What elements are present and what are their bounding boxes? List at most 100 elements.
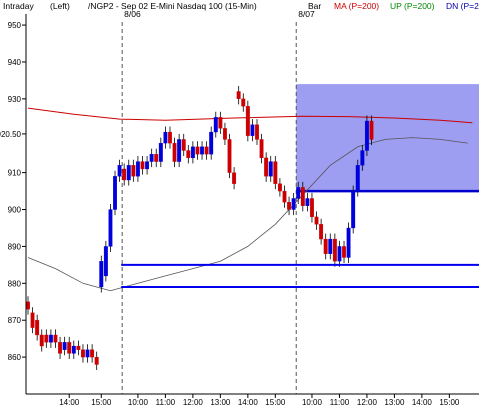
candle-body [67, 342, 72, 354]
zone-layer [296, 84, 479, 193]
candle-body [90, 349, 95, 358]
x-tick-label: 13:00 [384, 398, 405, 407]
price-bars [26, 85, 374, 371]
candle-body [296, 187, 301, 199]
header-side: (Left) [50, 1, 70, 11]
x-tick-label: 11:00 [156, 398, 176, 407]
candle-body [181, 139, 186, 151]
candle-body [30, 312, 35, 328]
candle-body [204, 146, 209, 155]
x-tick-label: 12:00 [183, 398, 204, 407]
y-tick-label: 890 [8, 242, 22, 251]
candle-body [273, 161, 278, 184]
legend-up: UP (P=200) [390, 1, 435, 11]
x-tick-label: 12:00 [357, 398, 378, 407]
candle-body [26, 301, 30, 310]
candle-body [250, 124, 255, 136]
candle-body [264, 157, 269, 177]
candle-body [158, 142, 163, 162]
candle-body [222, 128, 227, 140]
candle-body [369, 120, 374, 140]
x-tick-label: 14:00 [412, 398, 433, 407]
candle-body [172, 142, 177, 162]
candle-body [149, 154, 154, 162]
header-title: Intraday [3, 1, 34, 11]
header-symbol: /NGP2 - Sep 02 E-Mini Nasdaq 100 (15-Min… [88, 1, 257, 11]
candle-body [342, 246, 346, 258]
candle-body [163, 131, 168, 144]
candle-body [319, 224, 324, 240]
y-tick-label: 940 [8, 58, 22, 67]
candle-body [113, 176, 117, 210]
candle-body [277, 183, 282, 192]
y-axis-ticks: 860 870 880 890 900 910 920.50 930 940 950 [0, 21, 26, 362]
candle-body [186, 150, 191, 159]
candle-body [154, 154, 159, 162]
candle-body [218, 117, 223, 129]
candle-body [48, 334, 53, 343]
candle-body [314, 216, 319, 225]
candle-body [227, 139, 232, 173]
candle-body [287, 202, 292, 210]
candle-body [236, 91, 241, 100]
candle-body [53, 334, 58, 343]
y-tick-label: 930 [8, 95, 22, 104]
candle-body [71, 345, 76, 354]
candle-body [44, 334, 49, 343]
candle-body [62, 342, 67, 350]
y-tick-label: 900 [8, 206, 22, 215]
candle-body [168, 131, 172, 144]
candle-body [58, 342, 63, 354]
legend-ma: MA (P=200) [334, 1, 379, 11]
candle-body [282, 190, 287, 203]
candle-body [85, 349, 90, 358]
candle-body [117, 165, 122, 177]
candle-body [39, 334, 44, 347]
candle-body [245, 106, 250, 136]
y-tick-label: 880 [8, 279, 22, 288]
candle-body [122, 168, 127, 181]
candle-body [131, 165, 136, 177]
candle-body [103, 246, 108, 277]
x-tick-label: 15:00 [265, 398, 286, 407]
candle-body [259, 139, 264, 159]
candle-body [209, 131, 214, 155]
candle-body [364, 120, 369, 151]
candle-body [323, 238, 328, 254]
candle-body [310, 198, 314, 218]
y-tick-label: 950 [8, 21, 22, 30]
candle-body [135, 161, 140, 177]
candle-body [213, 117, 218, 133]
x-tick-label: 15:00 [439, 398, 460, 407]
x-tick-label: 14:00 [59, 398, 80, 407]
candle-body [241, 98, 246, 107]
session-layer: 8/06 8/07 [121, 9, 315, 394]
candle-body [351, 190, 356, 229]
ma-line [27, 107, 473, 124]
candle-body [94, 356, 99, 365]
candle-body [145, 161, 150, 170]
x-tick-label: 14:00 [238, 398, 259, 407]
candle-body [355, 165, 360, 192]
x-axis-ticks: 14:00 15:00 10:00 11:00 12:00 13:00 14:00 15:00… [59, 394, 460, 407]
candle-body [346, 227, 351, 258]
candle-body [291, 198, 296, 210]
y-tick-label: 910 [8, 169, 22, 178]
candle-body [232, 172, 237, 184]
legend-dn: DN (P=200) [446, 1, 479, 11]
candle-body [140, 161, 145, 170]
header-bar-label: Bar [308, 1, 321, 11]
x-tick-label: 10:00 [128, 398, 149, 407]
x-tick-label: 13:00 [210, 398, 231, 407]
candle-body [35, 320, 40, 336]
y-tick-label: 860 [8, 353, 22, 362]
candle-body [81, 349, 85, 358]
candle-body [360, 150, 365, 166]
candle-body [255, 124, 259, 140]
y-tick-label: 870 [8, 316, 22, 325]
x-tick-label: 15:00 [91, 398, 112, 407]
candle-body [332, 238, 337, 262]
candle-body [108, 209, 113, 247]
